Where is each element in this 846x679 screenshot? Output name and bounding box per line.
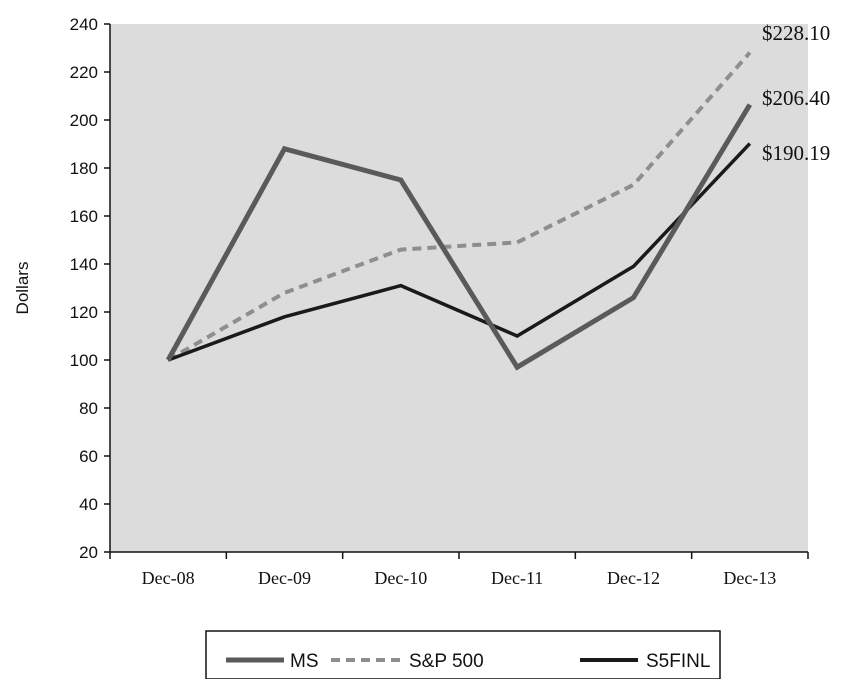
x-tick-label: Dec-08 [142,568,195,588]
y-tick-label: 20 [79,543,98,562]
end-label: $206.40 [762,86,830,110]
x-tick-label: Dec-13 [723,568,776,588]
x-tick-labels: Dec-08 Dec-09 Dec-10 Dec-11 Dec-12 Dec-13 [142,568,777,588]
series-lines [165,51,752,371]
y-tick-label: 240 [70,15,98,34]
end-label: $190.19 [762,141,830,165]
y-tick-label: 60 [79,447,98,466]
y-tick-label: 100 [70,351,98,370]
y-axis-label: Dollars [13,262,32,315]
legend-label: MS [290,651,319,672]
series-line-s5finl [167,142,752,362]
series-line-ms [165,103,752,371]
y-tick-labels: 20 40 60 80 100 120 140 160 180 200 220 240 [70,15,98,562]
x-tick-label: Dec-12 [607,568,660,588]
x-tick-label: Dec-11 [491,568,543,588]
y-tick-label: 40 [79,495,98,514]
legend: MS S&P 500 S5FINL [205,630,721,679]
y-tick-label: 200 [70,111,98,130]
x-tick-label: Dec-10 [374,568,427,588]
x-tick-label: Dec-09 [258,568,311,588]
end-label: $228.10 [762,21,830,45]
y-tick-label: 140 [70,255,98,274]
y-tick-label: 80 [79,399,98,418]
y-tick-label: 220 [70,63,98,82]
legend-label: S5FINL [646,651,710,672]
legend-box [205,630,721,679]
y-tick-label: 120 [70,303,98,322]
legend-label: S&P 500 [409,651,484,672]
end-value-labels: $206.40 $228.10 $190.19 [762,21,830,165]
y-tick-label: 160 [70,207,98,226]
axis-ticks [104,23,809,559]
y-tick-label: 180 [70,159,98,178]
series-line-s-p-500 [167,51,752,362]
plot-area [110,24,808,552]
